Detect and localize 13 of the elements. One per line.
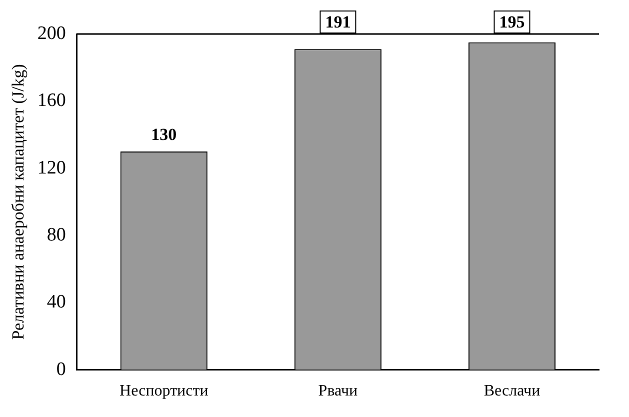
data-label: 191 [325, 12, 351, 32]
data-label: 130 [151, 124, 177, 144]
x-tick-label: Рвачи [318, 382, 358, 400]
y-tick-label: 0 [56, 358, 66, 380]
y-tick-label: 160 [37, 90, 66, 112]
y-tick-label: 40 [46, 292, 66, 313]
x-tick-label: Неспортисти [120, 382, 209, 400]
y-axis-title: Релативни анаеробни капацитет (J/kg) [8, 64, 28, 340]
y-tick-label: 120 [37, 157, 66, 178]
y-tick-label: 200 [37, 22, 66, 44]
data-label: 195 [499, 12, 525, 32]
x-tick-label: Веслачи [484, 382, 541, 400]
y-tick-label: 80 [46, 224, 66, 246]
